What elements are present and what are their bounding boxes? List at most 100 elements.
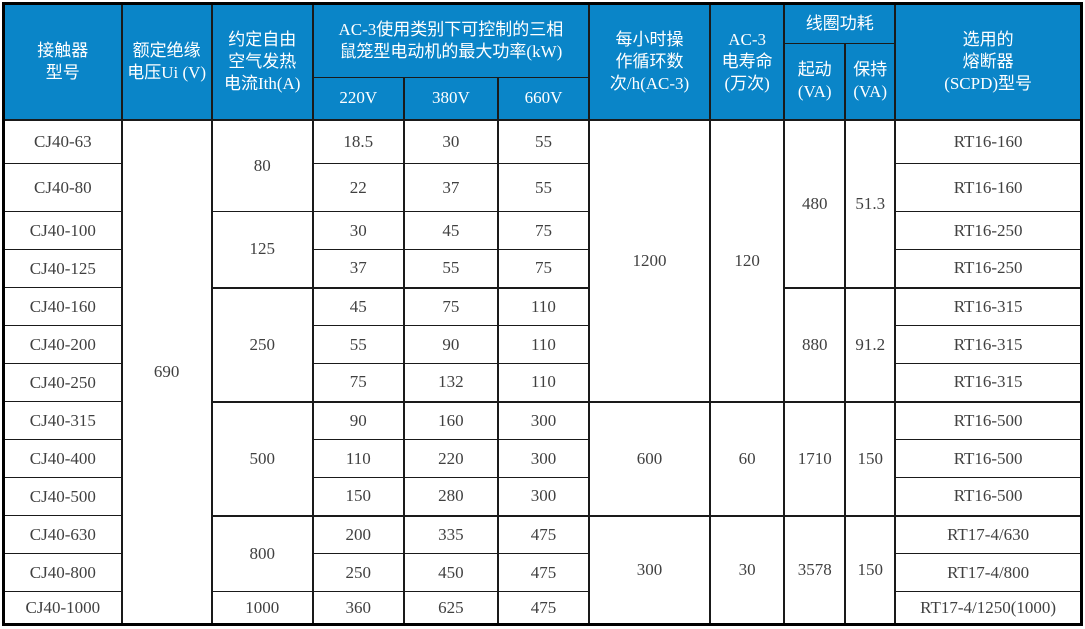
header-coil-hold: 保持 (VA): [844, 43, 897, 120]
cell-power-220: 45: [311, 286, 405, 326]
cell-power-380: 90: [402, 325, 499, 364]
cell-coil-hold: 51.3: [844, 118, 897, 288]
cell-coil-hold: 150: [844, 514, 897, 625]
cell-ith: 80: [210, 118, 314, 212]
cell-ui: 690: [120, 118, 213, 625]
cell-power-380: 55: [402, 249, 499, 288]
cell-model: CJ40-160: [2, 287, 123, 326]
table-row: CJ40-80 22 37 55 RT16-160: [2, 163, 1083, 212]
cell-power-660: 300: [496, 400, 591, 440]
table-row: CJ40-800 250 450 475 RT17-4/800: [2, 553, 1083, 592]
cell-model: CJ40-800: [2, 553, 123, 592]
cell-power-660: 55: [496, 163, 591, 212]
header-660v: 660V: [496, 77, 591, 120]
cell-power-660: 110: [496, 325, 591, 364]
cell-cycles: 300: [587, 514, 712, 625]
cell-power-660: 475: [496, 514, 591, 554]
table-row: CJ40-125 37 55 75 RT16-250: [2, 249, 1083, 288]
cell-coil-start: 480: [783, 118, 847, 288]
cell-model: CJ40-125: [2, 249, 123, 288]
cell-power-220: 18.5: [311, 118, 405, 164]
cell-power-380: 220: [402, 439, 499, 478]
header-rated-insulation-voltage: 额定绝缘 电压Ui (V): [120, 3, 213, 120]
header-contactor-model: 接触器 型号: [2, 3, 123, 120]
cell-model: CJ40-630: [2, 515, 123, 554]
cell-power-220: 30: [311, 211, 405, 250]
cell-fuse: RT16-160: [894, 118, 1083, 164]
cell-power-660: 75: [496, 211, 591, 250]
cell-coil-start: 880: [783, 286, 847, 402]
cell-model: CJ40-250: [2, 363, 123, 402]
cell-power-660: 475: [496, 591, 591, 625]
cell-power-380: 450: [402, 553, 499, 592]
cell-coil-hold: 91.2: [844, 286, 897, 402]
cell-coil-hold: 150: [844, 400, 897, 516]
cell-model: CJ40-63: [2, 118, 123, 164]
cell-fuse: RT16-315: [894, 325, 1083, 364]
cell-power-380: 37: [402, 163, 499, 212]
cell-power-380: 335: [402, 514, 499, 554]
cell-model: CJ40-500: [2, 477, 123, 516]
cell-power-220: 200: [311, 514, 405, 554]
cell-power-660: 300: [496, 439, 591, 478]
cell-power-220: 55: [311, 325, 405, 364]
table-row: CJ40-500 150 280 300 RT16-500: [2, 477, 1083, 516]
cell-power-220: 75: [311, 363, 405, 402]
cell-life: 30: [709, 514, 786, 625]
cell-power-380: 45: [402, 211, 499, 250]
cell-fuse: RT16-315: [894, 363, 1083, 402]
cell-power-220: 90: [311, 400, 405, 440]
cell-fuse: RT17-4/630: [894, 514, 1083, 554]
cell-fuse: RT16-250: [894, 249, 1083, 288]
cell-ith: 800: [210, 514, 314, 592]
cell-power-220: 110: [311, 439, 405, 478]
cell-model: CJ40-80: [2, 163, 123, 212]
cell-power-660: 110: [496, 286, 591, 326]
cell-model: CJ40-1000: [2, 591, 123, 625]
cell-ith: 1000: [210, 591, 314, 625]
cell-power-220: 360: [311, 591, 405, 625]
cell-model: CJ40-100: [2, 211, 123, 250]
cell-fuse: RT17-4/1250(1000): [894, 591, 1083, 625]
cell-power-220: 37: [311, 249, 405, 288]
header-fuse-model: 选用的 熔断器 (SCPD)型号: [894, 3, 1083, 120]
cell-coil-start: 1710: [783, 400, 847, 516]
table-row: CJ40-1000 1000 360 625 475 RT17-4/1250(1…: [2, 591, 1083, 625]
cell-power-380: 160: [402, 400, 499, 440]
table-row: CJ40-630 800 200 335 475 300 30 3578 150…: [2, 514, 1083, 625]
cell-power-380: 75: [402, 286, 499, 326]
cell-coil-start: 3578: [783, 514, 847, 625]
cell-model: CJ40-200: [2, 325, 123, 364]
cell-model: CJ40-400: [2, 439, 123, 478]
cell-fuse: RT17-4/800: [894, 553, 1083, 592]
cell-fuse: RT16-315: [894, 286, 1083, 326]
header-coil-power-group: 线圈功耗: [783, 3, 897, 44]
table-header: 接触器 型号 额定绝缘 电压Ui (V) 约定自由 空气发热 电流Ith(A) …: [2, 3, 1083, 120]
header-row: 接触器 型号 额定绝缘 电压Ui (V) 约定自由 空气发热 电流Ith(A) …: [2, 3, 1083, 120]
cell-life: 60: [709, 400, 786, 516]
cell-fuse: RT16-500: [894, 400, 1083, 440]
header-thermal-current: 约定自由 空气发热 电流Ith(A): [210, 3, 314, 120]
header-380v: 380V: [402, 77, 499, 120]
header-ac3-electrical-life: AC-3 电寿命 (万次): [709, 3, 786, 120]
cell-power-220: 150: [311, 477, 405, 516]
cell-ith: 250: [210, 286, 314, 402]
header-ac3-max-power-group: AC-3使用类别下可控制的三相 鼠笼型电动机的最大功率(kW): [311, 3, 591, 78]
cell-fuse: RT16-500: [894, 439, 1083, 478]
cell-power-380: 625: [402, 591, 499, 625]
table-row: CJ40-315 500 90 160 300 600 60 1710 150 …: [2, 400, 1083, 516]
cell-ith: 500: [210, 400, 314, 516]
cell-fuse: RT16-160: [894, 163, 1083, 212]
cell-model: CJ40-315: [2, 401, 123, 440]
cell-power-660: 300: [496, 477, 591, 516]
cell-cycles: 1200: [587, 118, 712, 402]
cell-power-380: 132: [402, 363, 499, 402]
cell-power-660: 475: [496, 553, 591, 592]
header-cycles-per-hour: 每小时操 作循环数 次/h(AC-3): [587, 3, 712, 120]
cell-power-220: 250: [311, 553, 405, 592]
table-row: CJ40-160 250 45 75 110 880 91.2 RT16-315: [2, 286, 1083, 402]
table-body: CJ40-63 690 80 18.5 30 55 1200 120 480 5…: [2, 118, 1083, 625]
header-220v: 220V: [311, 77, 405, 120]
cell-power-380: 30: [402, 118, 499, 164]
